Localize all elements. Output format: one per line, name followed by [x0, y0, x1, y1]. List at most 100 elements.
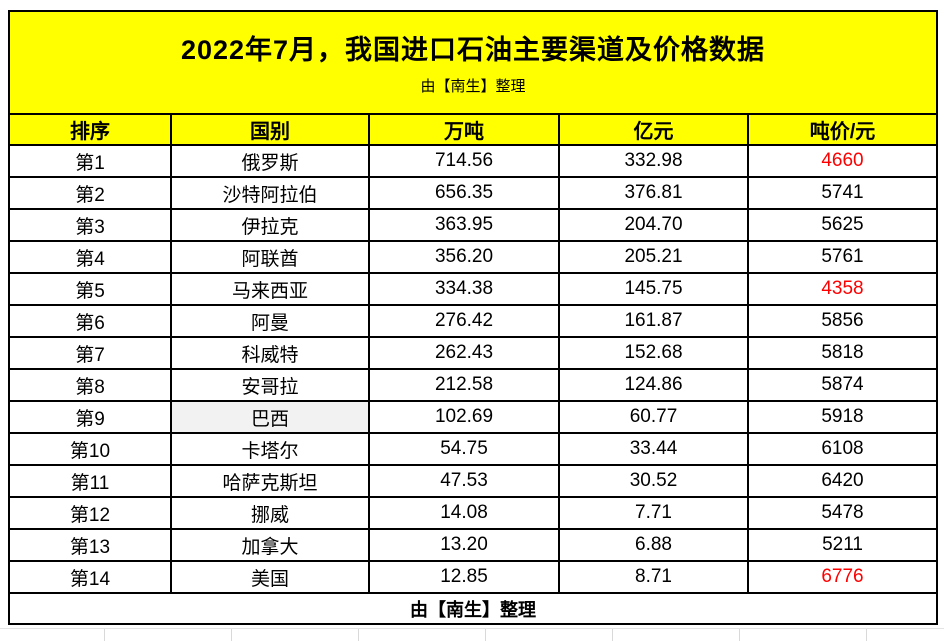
table-footer: 由【南生】整理	[8, 592, 938, 625]
page-title: 2022年7月，我国进口石油主要渠道及价格数据	[180, 34, 766, 65]
country-cell: 巴西	[170, 400, 370, 434]
table-row: 第14 美国 12.85 8.71 6776	[8, 560, 938, 594]
rank-cell: 第11	[8, 464, 172, 498]
value-cell: 332.98	[558, 144, 749, 178]
price-cell: 5918	[747, 400, 938, 434]
volume-cell: 714.56	[368, 144, 560, 178]
table-row: 第2 沙特阿拉伯 656.35 376.81 5741	[8, 176, 938, 210]
table-row: 第8 安哥拉 212.58 124.86 5874	[8, 368, 938, 402]
volume-cell: 363.95	[368, 208, 560, 242]
table-row: 第12 挪威 14.08 7.71 5478	[8, 496, 938, 530]
country-cell: 俄罗斯	[170, 144, 370, 178]
table-row: 第13 加拿大 13.20 6.88 5211	[8, 528, 938, 562]
value-cell: 8.71	[558, 560, 749, 594]
country-cell: 卡塔尔	[170, 432, 370, 466]
table-row: 第9 巴西 102.69 60.77 5918	[8, 400, 938, 434]
rank-cell: 第13	[8, 528, 172, 562]
rank-cell: 第4	[8, 240, 172, 274]
value-cell: 6.88	[558, 528, 749, 562]
col-header-country: 国别	[170, 113, 370, 146]
price-cell: 6108	[747, 432, 938, 466]
col-header-volume: 万吨	[368, 113, 560, 146]
table-row: 第7 科威特 262.43 152.68 5818	[8, 336, 938, 370]
table-row: 第4 阿联酋 356.20 205.21 5761	[8, 240, 938, 274]
price-cell: 6776	[747, 560, 938, 594]
country-cell: 安哥拉	[170, 368, 370, 402]
table-row: 第5 马来西亚 334.38 145.75 4358	[8, 272, 938, 306]
country-cell: 挪威	[170, 496, 370, 530]
volume-cell: 54.75	[368, 432, 560, 466]
rank-cell: 第2	[8, 176, 172, 210]
country-cell: 哈萨克斯坦	[170, 464, 370, 498]
rank-cell: 第12	[8, 496, 172, 530]
price-cell: 5211	[747, 528, 938, 562]
volume-cell: 212.58	[368, 368, 560, 402]
rank-cell: 第7	[8, 336, 172, 370]
rank-cell: 第14	[8, 560, 172, 594]
price-cell: 6420	[747, 464, 938, 498]
country-cell: 沙特阿拉伯	[170, 176, 370, 210]
rank-cell: 第10	[8, 432, 172, 466]
country-cell: 美国	[170, 560, 370, 594]
col-header-price: 吨价/元	[747, 113, 938, 146]
volume-cell: 102.69	[368, 400, 560, 434]
value-cell: 205.21	[558, 240, 749, 274]
rank-cell: 第3	[8, 208, 172, 242]
title-row: 2022年7月，我国进口石油主要渠道及价格数据 由【南生】整理	[8, 10, 938, 115]
price-cell: 5761	[747, 240, 938, 274]
volume-cell: 276.42	[368, 304, 560, 338]
col-header-rank: 排序	[8, 113, 172, 146]
footer-row: 由【南生】整理	[8, 592, 938, 625]
country-cell: 阿曼	[170, 304, 370, 338]
value-cell: 145.75	[558, 272, 749, 306]
price-cell: 5856	[747, 304, 938, 338]
price-cell: 5818	[747, 336, 938, 370]
price-cell: 5741	[747, 176, 938, 210]
volume-cell: 334.38	[368, 272, 560, 306]
rank-cell: 第9	[8, 400, 172, 434]
title-block: 2022年7月，我国进口石油主要渠道及价格数据 由【南生】整理	[8, 10, 938, 115]
value-cell: 33.44	[558, 432, 749, 466]
table-row: 第11 哈萨克斯坦 47.53 30.52 6420	[8, 464, 938, 498]
country-cell: 伊拉克	[170, 208, 370, 242]
value-cell: 60.77	[558, 400, 749, 434]
volume-cell: 262.43	[368, 336, 560, 370]
volume-cell: 12.85	[368, 560, 560, 594]
value-cell: 376.81	[558, 176, 749, 210]
rank-cell: 第6	[8, 304, 172, 338]
page-subtitle: 由【南生】整理	[420, 77, 526, 95]
value-cell: 124.86	[558, 368, 749, 402]
table-row: 第1 俄罗斯 714.56 332.98 4660	[8, 144, 938, 178]
rank-cell: 第5	[8, 272, 172, 306]
volume-cell: 356.20	[368, 240, 560, 274]
country-cell: 科威特	[170, 336, 370, 370]
volume-cell: 47.53	[368, 464, 560, 498]
col-header-value: 亿元	[558, 113, 749, 146]
value-cell: 7.71	[558, 496, 749, 530]
country-cell: 马来西亚	[170, 272, 370, 306]
volume-cell: 13.20	[368, 528, 560, 562]
price-cell: 4358	[747, 272, 938, 306]
country-cell: 加拿大	[170, 528, 370, 562]
rank-cell: 第8	[8, 368, 172, 402]
rank-cell: 第1	[8, 144, 172, 178]
spreadsheet-gridlines	[0, 628, 944, 641]
table-row: 第6 阿曼 276.42 161.87 5856	[8, 304, 938, 338]
table-row: 第10 卡塔尔 54.75 33.44 6108	[8, 432, 938, 466]
table-body: 第1 俄罗斯 714.56 332.98 4660 第2 沙特阿拉伯 656.35 376.81…	[8, 144, 938, 594]
price-cell: 5478	[747, 496, 938, 530]
header-row: 排序 国别 万吨 亿元 吨价/元	[8, 113, 938, 146]
price-cell: 4660	[747, 144, 938, 178]
volume-cell: 656.35	[368, 176, 560, 210]
oil-import-table: 2022年7月，我国进口石油主要渠道及价格数据 由【南生】整理 排序 国别 万吨…	[8, 10, 938, 625]
value-cell: 161.87	[558, 304, 749, 338]
price-cell: 5625	[747, 208, 938, 242]
value-cell: 204.70	[558, 208, 749, 242]
country-cell: 阿联酋	[170, 240, 370, 274]
price-cell: 5874	[747, 368, 938, 402]
table-row: 第3 伊拉克 363.95 204.70 5625	[8, 208, 938, 242]
value-cell: 30.52	[558, 464, 749, 498]
volume-cell: 14.08	[368, 496, 560, 530]
value-cell: 152.68	[558, 336, 749, 370]
